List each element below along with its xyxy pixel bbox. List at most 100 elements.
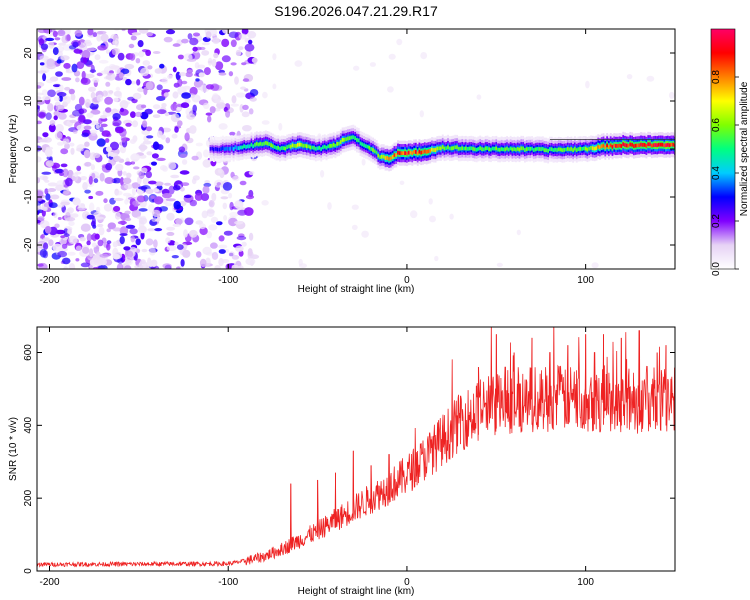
noise-blob [179,200,187,207]
noise-blob [152,104,161,110]
ridge-cell [307,144,310,149]
noise-blob [244,43,255,52]
noise-blob [59,237,67,245]
ridge-cell [547,148,550,153]
ridge-cell [575,148,578,152]
ridge-cell [214,147,217,151]
noise-blob [262,91,268,99]
noise-blob [74,29,83,37]
noise-blob [238,33,247,40]
noise-blob [101,130,111,137]
noise-blob [195,142,203,147]
noise-blob [49,119,56,126]
noise-blob [165,137,171,144]
ridge-cell [218,147,221,152]
noise-blob [62,44,73,51]
ridge-cell [540,147,542,151]
noise-blob [211,58,217,68]
noise-blob [185,107,193,117]
noise-blob [56,59,62,64]
ridge-cell [284,146,287,151]
ridge-cell [413,150,416,154]
noise-blob [48,41,55,49]
noise-blob [37,216,45,222]
noise-blob [210,216,219,223]
noise-blob [72,129,78,134]
noise-blob [231,95,237,104]
noise-blob [294,60,303,67]
noise-blob [399,180,405,185]
noise-blob [108,90,114,94]
noise-blob [60,163,68,168]
ridge-cell [381,154,383,159]
ridge-cell [538,147,541,151]
noise-blob [668,91,675,99]
noise-blob [261,120,270,125]
noise-blob [45,160,54,168]
ridge-cell [613,143,616,148]
noise-blob [205,112,213,116]
noise-blob [38,139,48,143]
noise-blob [113,97,119,103]
ridge-cell [222,146,224,150]
colorbar-tick-label: 0.4 [711,166,722,180]
colorbar: 0.0 0.2 0.4 0.6 0.8 Normalized spectral ampl… [710,28,750,276]
spectrogram-y-tick-label: -10 [23,189,34,204]
noise-blob [170,103,178,112]
noise-blob [119,236,125,245]
noise-blob [43,242,49,250]
noise-blob [58,42,66,46]
noise-blob [44,226,52,234]
ridge-cell [565,147,567,152]
ridge-cell [654,143,657,147]
noise-blob [89,171,100,179]
noise-blob [41,209,46,217]
noise-blob [151,209,161,218]
noise-blob [86,112,94,119]
noise-blob [157,109,167,115]
noise-blob [60,55,70,61]
ridge-cell [279,147,281,151]
noise-blob [70,213,79,218]
noise-blob [53,115,58,121]
ridge-cell [532,148,535,152]
noise-blob [90,164,95,171]
ridge-cell [611,144,614,149]
ridge-cell [491,146,494,151]
ridge-cell [584,146,587,151]
colorbar-tick-label: 0.2 [711,214,722,228]
noise-blob [261,200,269,206]
noise-blob [105,107,112,113]
noise-blob [65,217,76,222]
noise-blob [177,120,183,127]
ridge-cell [327,144,330,149]
noise-blob [225,110,231,118]
ridge-cell [604,145,607,150]
noise-blob [181,159,188,165]
spectrogram-y-tick-label: -20 [23,237,34,252]
noise-blob [105,81,111,87]
ridge-cell [466,147,469,151]
noise-blob [131,120,139,128]
noise-blob [124,63,135,70]
snr-marks [37,327,675,568]
noise-blob [201,210,208,219]
noise-blob [221,29,230,34]
spectrogram-x-tick-label: 100 [577,275,594,286]
noise-blob [120,177,124,186]
noise-blob [37,85,42,89]
ridge-cell [361,142,364,147]
noise-blob [135,238,141,246]
noise-blob [145,126,153,132]
ridge-cell [266,141,269,146]
noise-blob [64,208,73,216]
noise-blob [148,203,155,213]
noise-blob [189,199,197,207]
noise-blob [251,57,258,63]
ridge-cell [238,146,240,150]
noise-blob [57,50,63,57]
ridge-cell [359,141,362,146]
ridge-cell [397,150,399,155]
ridge-cell [479,146,482,150]
noise-blob [116,263,124,269]
